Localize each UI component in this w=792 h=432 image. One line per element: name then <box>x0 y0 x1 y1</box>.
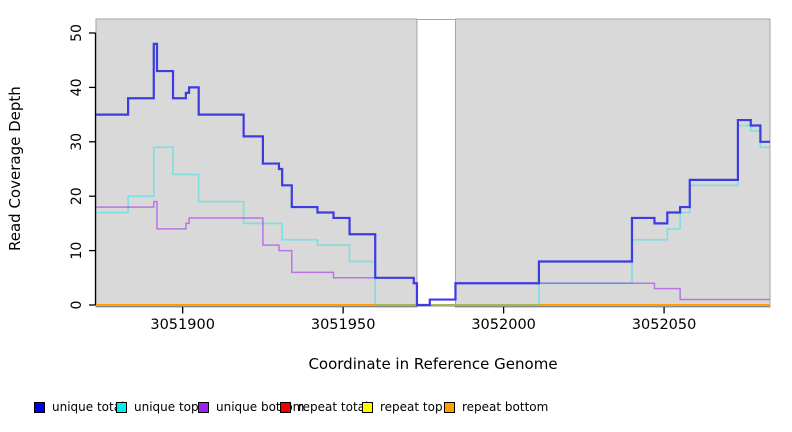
legend: unique total unique top unique bottom repea… <box>34 400 548 414</box>
legend-label: unique top <box>134 400 199 414</box>
series-unique-total <box>96 42 770 307</box>
legend-swatch-repeat-top <box>362 401 373 413</box>
x-tick-label: 3051900 <box>150 317 215 333</box>
x-tick-label: 3051950 <box>311 317 376 333</box>
plot-canvas: 0 10 20 30 40 50 3051900 3051950 3052000 3052050 <box>69 18 771 333</box>
legend-item-repeat-total: repeat total <box>280 400 368 414</box>
y-tick-label: 20 <box>69 187 85 205</box>
legend-swatch-repeat-bottom <box>444 401 455 413</box>
legend-item-repeat-top: repeat top <box>362 400 444 414</box>
legend-item-unique-top: unique top <box>116 400 199 414</box>
legend-swatch-repeat-total <box>280 401 291 413</box>
legend-item-repeat-bottom: repeat bottom <box>444 400 548 414</box>
y-tick-label: 50 <box>69 24 85 42</box>
legend-swatch-unique-total <box>34 401 45 413</box>
legend-item-unique-bottom: unique bottom <box>198 400 304 414</box>
x-tick-label: 3052000 <box>471 317 536 333</box>
legend-swatch-unique-bottom <box>198 401 209 413</box>
legend-swatch-unique-top <box>116 401 127 413</box>
y-tick-label: 0 <box>69 301 85 310</box>
covered-region-right <box>454 18 771 308</box>
x-tick-label: 3052050 <box>632 317 697 333</box>
legend-label: repeat bottom <box>462 400 549 414</box>
x-axis-title: Coordinate in Reference Genome <box>308 355 558 373</box>
legend-label: repeat total <box>298 400 369 414</box>
legend-item-unique-total: unique total <box>34 400 124 414</box>
y-tick-label: 40 <box>69 78 85 96</box>
y-tick-label: 10 <box>69 242 85 260</box>
legend-label: unique total <box>52 400 125 414</box>
legend-label: repeat top <box>380 400 443 414</box>
y-axis-title: Read Coverage Depth <box>6 86 24 252</box>
y-tick-label: 30 <box>69 133 85 151</box>
covered-region-left <box>95 18 418 308</box>
